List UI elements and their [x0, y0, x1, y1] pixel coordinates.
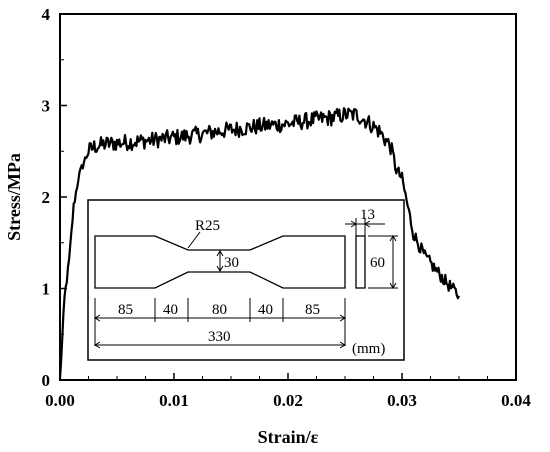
unit-label: (mm) — [352, 341, 385, 357]
taper-right-label: 40 — [258, 302, 273, 318]
width-dim-arrow-bottom — [216, 265, 224, 272]
taper-left-label: 40 — [163, 302, 178, 318]
gauge-label: 80 — [212, 302, 227, 318]
y-tick-label: 4 — [42, 5, 51, 24]
x-tick-label: 0.02 — [273, 391, 303, 410]
height-arrow-top — [389, 235, 397, 242]
y-axis-title: Stress/MPa — [4, 153, 24, 241]
x-tick-label: 0.01 — [159, 391, 189, 410]
y-tick-label: 3 — [42, 97, 51, 116]
y-tick-label: 1 — [42, 280, 51, 299]
length-arrow-right — [339, 314, 346, 322]
x-tick-label: 0.03 — [387, 391, 417, 410]
thickness-label: 13 — [360, 207, 375, 223]
y-axis-ticks: 0 1 2 3 4 — [42, 5, 67, 390]
radius-leader — [187, 231, 201, 249]
y-tick-label: 0 — [42, 371, 51, 390]
height-arrow-bottom — [389, 282, 397, 289]
width-dim-arrow-top — [216, 250, 224, 257]
grip-right-label: 85 — [305, 302, 320, 318]
specimen-side-view — [355, 235, 366, 289]
specimen-inset: R25 30 13 60 85 40 80 40 85 — [87, 199, 405, 361]
radius-label: R25 — [195, 218, 220, 234]
x-tick-label: 0.04 — [501, 391, 531, 410]
y-tick-label: 2 — [42, 188, 51, 207]
series-layer — [58, 107, 460, 379]
x-tick-label: 0.00 — [45, 391, 75, 410]
specimen-outline — [94, 235, 346, 289]
width-label: 30 — [224, 255, 239, 271]
series-line — [58, 107, 460, 379]
total-arrow-right — [339, 341, 346, 349]
total-label: 330 — [208, 329, 231, 345]
total-arrow-left — [94, 341, 101, 349]
x-axis-ticks: 0.00 0.01 0.02 0.03 0.04 — [45, 373, 531, 410]
length-arrow-left — [94, 314, 101, 322]
x-axis-title: Strain/ε — [258, 427, 319, 447]
height-label: 60 — [370, 255, 385, 271]
grip-left-label: 85 — [118, 302, 133, 318]
